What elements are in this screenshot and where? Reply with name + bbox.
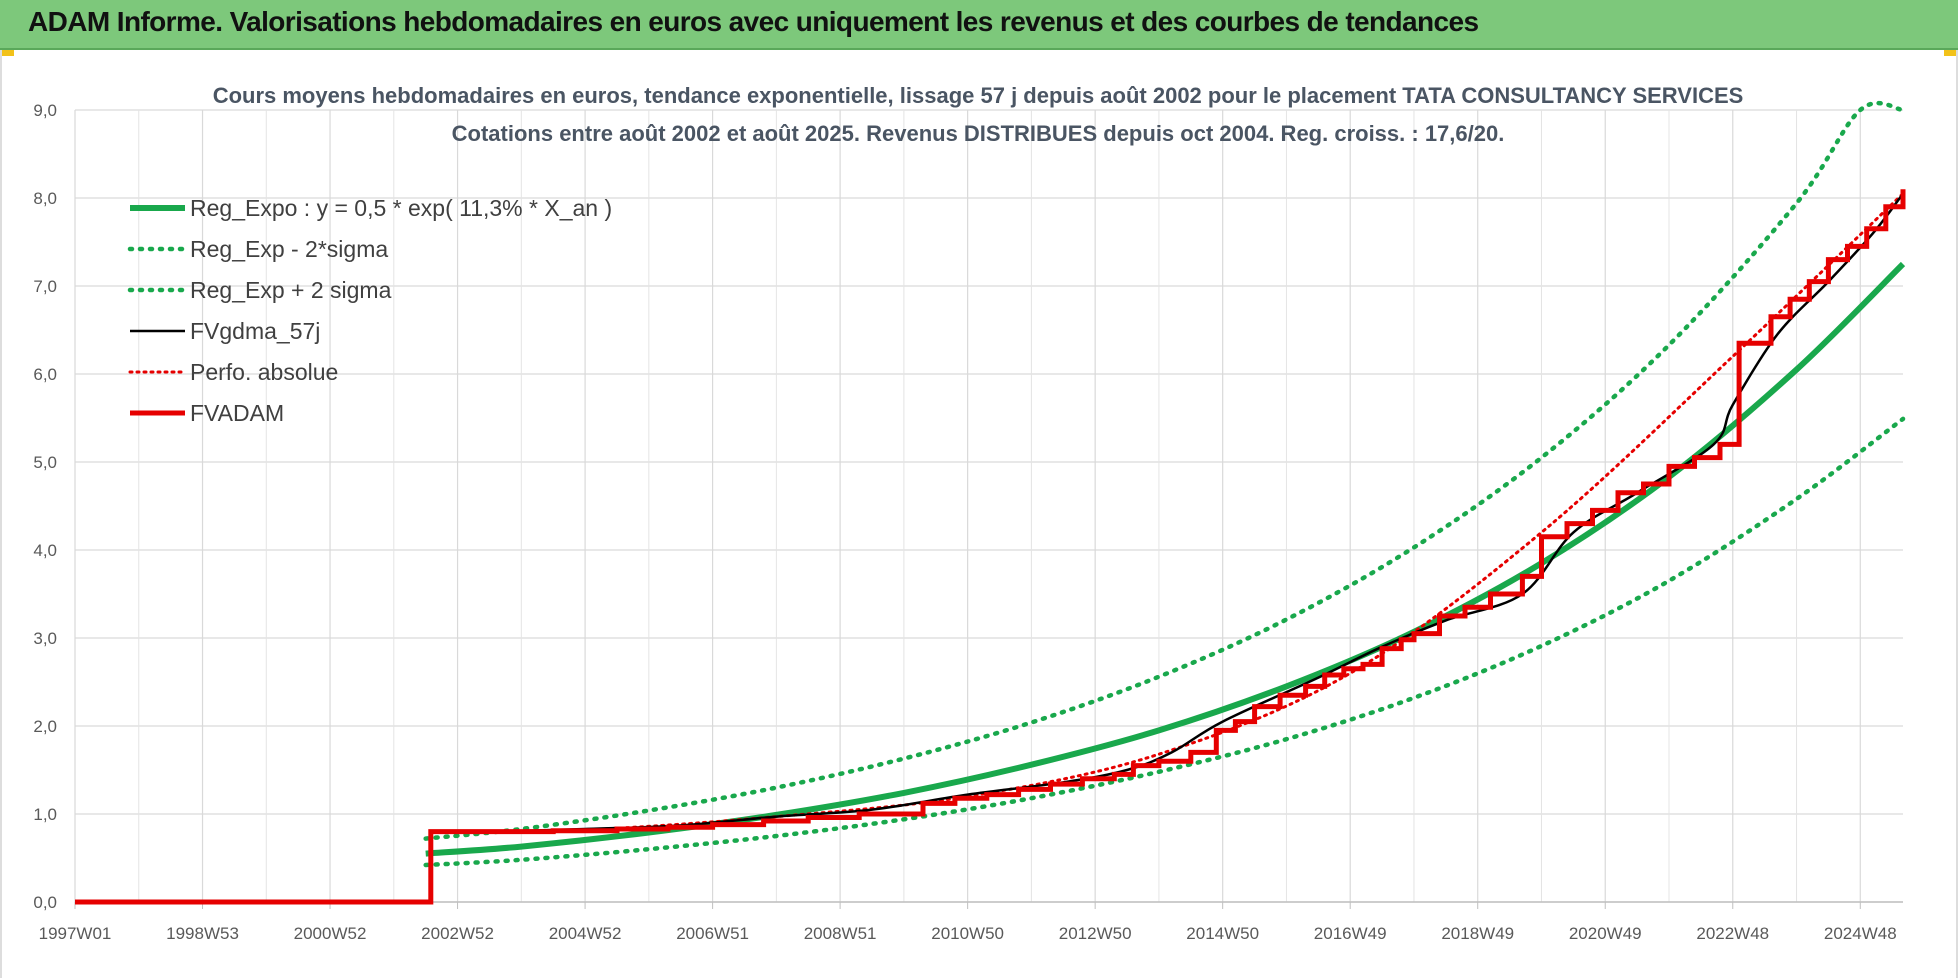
- legend-label: FVgdma_57j: [190, 318, 320, 344]
- x-tick-label: 2006W51: [676, 924, 749, 943]
- y-tick-label: 9,0: [33, 101, 57, 120]
- x-tick-label: 1997W01: [39, 924, 112, 943]
- x-tick-label: 2018W49: [1441, 924, 1514, 943]
- y-tick-label: 1,0: [33, 805, 57, 824]
- legend: Reg_Expo : y = 0,5 * exp( 11,3% * X_an )…: [127, 195, 612, 426]
- series-line-4: [429, 192, 1905, 834]
- legend-label: Perfo. absolue: [190, 359, 338, 385]
- x-tick-label: 2000W52: [294, 924, 367, 943]
- x-tick-label: 1998W53: [166, 924, 239, 943]
- chart-frame: [0, 50, 1958, 978]
- x-tick-label: 2024W48: [1824, 924, 1897, 943]
- y-tick-label: 8,0: [33, 189, 57, 208]
- y-tick-label: 7,0: [33, 277, 57, 296]
- y-tick-label: 3,0: [33, 629, 57, 648]
- chart-title-line2: Cotations entre août 2002 et août 2025. …: [452, 121, 1505, 146]
- series-line-3: [430, 192, 1904, 834]
- report-title: ADAM Informe. Valorisations hebdomadaire…: [28, 6, 1479, 37]
- x-tick-label: 2014W50: [1186, 924, 1259, 943]
- corner-mark-left: [0, 50, 14, 56]
- x-tick-label: 2010W50: [931, 924, 1004, 943]
- series-line-1: [423, 416, 1906, 868]
- corner-mark-right: [1944, 50, 1958, 56]
- y-tick-label: 0,0: [33, 893, 57, 912]
- legend-label: Reg_Expo : y = 0,5 * exp( 11,3% * X_an ): [190, 195, 612, 221]
- x-tick-label: 2008W51: [804, 924, 877, 943]
- series-line-5: [75, 189, 1906, 905]
- legend-label: Reg_Exp + 2 sigma: [190, 277, 392, 303]
- y-tick-label: 6,0: [33, 365, 57, 384]
- axes: 0,0 1,0 2,0 3,0 4,0 5,0 6,0 7,0 8,0 9,0 1997W01 199…: [33, 101, 1903, 943]
- x-tick-label: 2004W52: [549, 924, 622, 943]
- legend-label: FVADAM: [190, 400, 284, 426]
- x-tick-label: 2012W50: [1059, 924, 1132, 943]
- y-tick-label: 2,0: [33, 717, 57, 736]
- chart-title-line1: Cours moyens hebdomadaires en euros, ten…: [213, 83, 1744, 108]
- series-line-2: [423, 100, 1906, 841]
- y-tick-label: 5,0: [33, 453, 57, 472]
- y-tick-label: 4,0: [33, 541, 57, 560]
- x-tick-label: 2016W49: [1314, 924, 1387, 943]
- x-tick-label: 2020W49: [1569, 924, 1642, 943]
- series-line-0: [425, 261, 1906, 857]
- x-tick-label: 2022W48: [1696, 924, 1769, 943]
- report-banner: ADAM Informe. Valorisations hebdomadaire…: [0, 0, 1958, 50]
- series-layer: [75, 100, 1906, 905]
- grid-lines: [74, 109, 1903, 903]
- x-tick-label: 2002W52: [421, 924, 494, 943]
- legend-label: Reg_Exp - 2*sigma: [190, 236, 388, 262]
